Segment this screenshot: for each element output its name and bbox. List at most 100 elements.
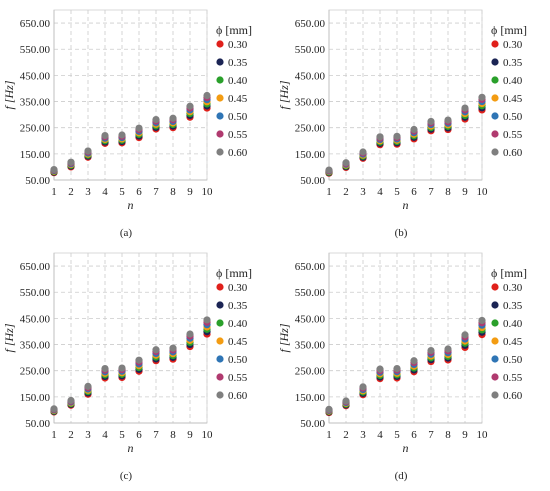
data-point-0.60 [135, 356, 143, 364]
legend-marker [491, 40, 499, 48]
legend-label: 0.35 [503, 57, 523, 69]
y-tick-label: 650.00 [20, 18, 51, 30]
panel-label: (b) [395, 227, 408, 239]
data-point-0.60 [84, 147, 92, 155]
y-tick-label: 150.00 [295, 149, 326, 161]
chart-svg-d: 50.00 150.00 250.00 350.00 450.00 550.00 650.0… [277, 252, 527, 482]
legend-label: 0.35 [503, 300, 523, 312]
y-tick-label: 550.00 [20, 44, 51, 56]
x-tick-label: 3 [85, 429, 91, 441]
legend-label: 0.40 [228, 318, 248, 330]
y-tick-label: 450.00 [295, 70, 326, 82]
y-tick-label: 250.00 [20, 123, 51, 135]
y-tick-label: 50.00 [300, 418, 325, 430]
x-tick-label: 8 [170, 186, 176, 198]
legend-label: 0.60 [503, 390, 523, 402]
panel-label: (a) [120, 227, 133, 239]
legend-label: 0.60 [503, 147, 523, 159]
x-tick-label: 4 [377, 429, 383, 441]
legend-label: 0.55 [228, 129, 248, 141]
chart-panel-a: 50.00 150.00 250.00 350.00 450.00 550.00 650.0… [0, 0, 275, 243]
data-point-0.60 [135, 124, 143, 132]
x-axis-title: n [403, 198, 409, 212]
legend-label: 0.30 [503, 39, 523, 51]
x-tick-label: 8 [170, 429, 176, 441]
legend-label: 0.50 [228, 354, 248, 366]
y-axis-title: f [Hz] [2, 80, 16, 109]
legend-marker [216, 94, 224, 102]
legend-label: 0.50 [503, 354, 523, 366]
legend-label: 0.40 [503, 75, 523, 87]
x-axis-title: n [128, 198, 134, 212]
data-point-0.60 [50, 165, 58, 174]
x-tick-label: 6 [136, 186, 142, 198]
legend-label: 0.55 [228, 372, 248, 384]
y-tick-label: 350.00 [295, 97, 326, 109]
plot-area [53, 252, 208, 424]
y-tick-label: 150.00 [20, 392, 51, 404]
x-tick-label: 2 [68, 429, 74, 441]
data-point-0.60 [427, 346, 435, 355]
chart-svg-a: 50.00 150.00 250.00 350.00 450.00 550.00 650.0… [2, 9, 252, 239]
legend-label: 0.40 [228, 75, 248, 87]
y-tick-label: 50.00 [25, 418, 50, 430]
legend-label: 0.55 [503, 372, 523, 384]
y-tick-label: 650.00 [295, 18, 326, 30]
x-tick-label: 8 [445, 429, 451, 441]
data-point-0.60 [444, 345, 452, 353]
legend-label: 0.55 [503, 129, 523, 141]
y-tick-label: 150.00 [295, 392, 326, 404]
y-tick-label: 250.00 [295, 366, 326, 378]
legend-label: 0.45 [503, 93, 523, 105]
y-tick-label: 450.00 [20, 70, 51, 82]
x-tick-label: 2 [343, 429, 349, 441]
x-tick-label: 1 [326, 186, 332, 198]
x-tick-label: 7 [428, 186, 434, 198]
legend-marker [216, 148, 224, 156]
data-point-0.60 [444, 116, 452, 124]
legend-label: 0.60 [228, 390, 248, 402]
legend-marker [216, 76, 224, 84]
data-point-0.60 [461, 331, 469, 339]
x-tick-label: 2 [68, 186, 74, 198]
panel-label: (d) [395, 470, 408, 482]
y-tick-label: 550.00 [295, 44, 326, 56]
y-tick-label: 150.00 [20, 149, 51, 161]
legend-marker [216, 301, 224, 309]
x-axis-title: n [128, 441, 134, 455]
legend-marker [491, 58, 499, 66]
legend-marker [216, 337, 224, 345]
legend-marker [491, 391, 499, 399]
data-point-0.60 [169, 344, 177, 352]
data-point-0.60 [118, 131, 126, 139]
x-axis-title: n [403, 441, 409, 455]
data-point-0.60 [427, 117, 435, 126]
legend-label: 0.35 [228, 300, 248, 312]
data-point-0.60 [67, 158, 75, 166]
data-point-0.60 [325, 405, 333, 413]
legend-marker [216, 391, 224, 399]
x-tick-label: 10 [477, 186, 489, 198]
data-point-0.60 [461, 104, 469, 112]
data-point-0.60 [325, 166, 333, 174]
data-point-0.60 [101, 131, 109, 140]
legend-marker [491, 301, 499, 309]
legend-label: 0.45 [228, 93, 248, 105]
data-point-0.60 [393, 132, 401, 140]
legend-marker [216, 373, 224, 381]
y-tick-label: 350.00 [20, 340, 51, 352]
legend-marker [216, 58, 224, 66]
y-tick-label: 650.00 [295, 261, 326, 273]
y-tick-label: 550.00 [20, 287, 51, 299]
legend-marker [491, 94, 499, 102]
data-point-0.60 [376, 133, 384, 141]
legend-marker [216, 283, 224, 291]
data-point-0.60 [342, 159, 350, 167]
chart-svg-b: 50.00 150.00 250.00 350.00 450.00 550.00 650.0… [277, 9, 527, 239]
data-point-0.60 [186, 102, 194, 110]
x-tick-label: 6 [411, 429, 417, 441]
data-point-0.60 [67, 396, 75, 405]
y-tick-label: 350.00 [295, 340, 326, 352]
data-point-0.60 [359, 383, 367, 391]
